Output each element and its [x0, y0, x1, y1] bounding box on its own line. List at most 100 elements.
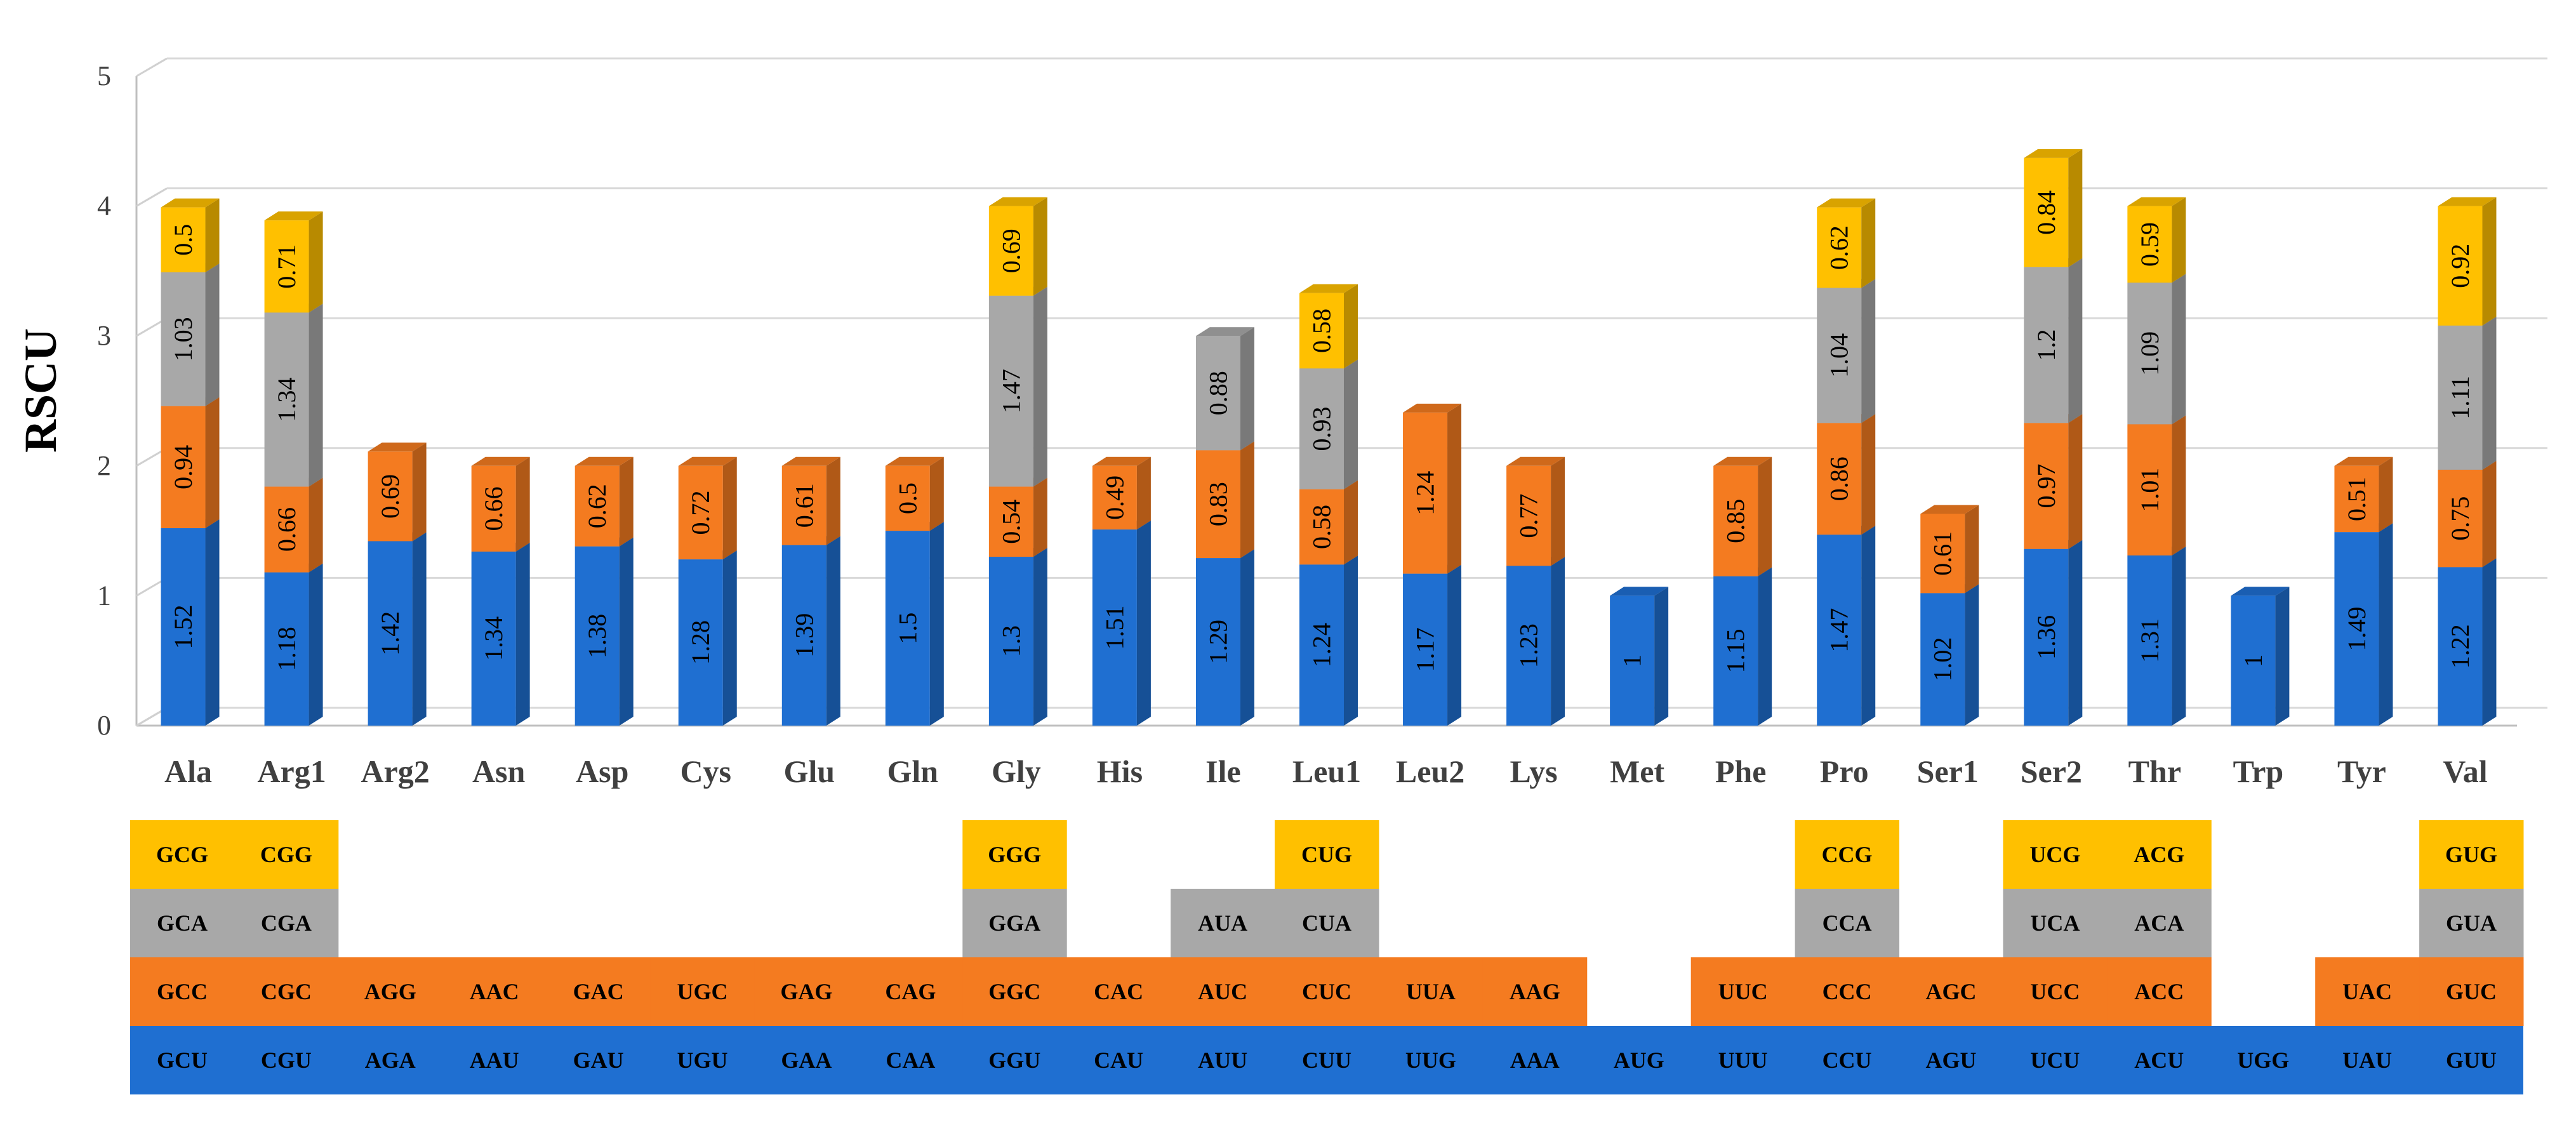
data-label: 1.51	[1100, 606, 1129, 650]
bar-stack-ile: 1.29 0.83 0.88	[1195, 327, 1254, 726]
data-label: 0.58	[1308, 505, 1336, 549]
x-tick-label: Ser2	[2021, 754, 2082, 789]
codon-label: GAG	[780, 979, 832, 1004]
data-label: 0.62	[1825, 225, 1854, 270]
codon-cell: UGG	[2237, 1047, 2289, 1073]
bar-side	[1136, 521, 1151, 726]
codon-label: GUG	[2445, 842, 2497, 867]
codon-cell: AUU	[1198, 1047, 1247, 1073]
codon-cell: CCG	[1795, 820, 1900, 889]
bar-stack-leu2: 1.17 1.24	[1403, 403, 1462, 726]
bar-side	[412, 532, 427, 726]
bar-segment: 0.88	[1195, 327, 1254, 451]
bar-top	[2024, 149, 2083, 158]
bar-side	[1654, 587, 1669, 726]
bar-segment: 1.2	[2024, 258, 2083, 423]
data-label: 0.62	[583, 484, 611, 528]
bar-segment: 1.02	[1920, 584, 1979, 726]
data-label: 1.09	[2135, 331, 2164, 376]
codon-label: GCA	[157, 910, 208, 936]
bar-segment: 0.85	[1713, 456, 1772, 576]
codon-label: GCC	[157, 979, 208, 1004]
bar-front	[2024, 548, 2069, 726]
codon-cell: UCG	[2003, 820, 2108, 889]
y-axis-ticks: 0 1 2 3 4 5	[97, 60, 111, 741]
bar-segment: 0.61	[781, 456, 840, 545]
bar-front	[988, 295, 1033, 487]
codon-label: GUA	[2446, 910, 2497, 936]
codon-cell: ACU	[2134, 1047, 2184, 1073]
x-tick-label: Tyr	[2337, 754, 2386, 789]
bar-segment: 1.24	[1299, 555, 1358, 726]
bar-front	[988, 486, 1033, 557]
bar-side	[722, 550, 737, 726]
codon-label: ACA	[2134, 910, 2184, 936]
codon-label: GGA	[988, 910, 1040, 936]
bar-side	[309, 303, 323, 487]
codon-cell: GUG	[2419, 820, 2524, 889]
codon-cell-bg	[962, 820, 1067, 889]
y-tick-label: 5	[97, 60, 111, 91]
codon-cell-bg	[1899, 957, 2003, 1026]
data-label: 1.17	[1411, 627, 1440, 672]
bar-side	[1551, 456, 1565, 566]
codon-cell: AUC	[1171, 957, 1275, 1026]
x-tick-label: Asn	[472, 754, 526, 789]
bar-segment: 0.61	[1920, 505, 1979, 594]
codon-label: UAU	[2342, 1047, 2392, 1073]
data-label: 0.61	[1929, 531, 1957, 576]
codon-cell-bg	[338, 957, 443, 1026]
bar-top	[161, 198, 220, 208]
codon-cell: GAU	[573, 1047, 624, 1073]
bar-segment: 0.71	[264, 211, 323, 313]
data-label: 0.58	[1308, 309, 1336, 353]
data-label: 1.04	[1825, 333, 1854, 378]
bar-front	[678, 465, 723, 560]
bar-top	[471, 456, 530, 466]
bar-front	[161, 207, 206, 272]
bar-front	[1195, 558, 1240, 726]
data-label: 0.92	[2446, 244, 2474, 288]
bar-side	[515, 542, 530, 726]
bar-front	[2231, 595, 2276, 726]
bar-side	[515, 456, 530, 552]
bar-front	[1713, 465, 1758, 576]
codon-cell-bg	[130, 889, 235, 957]
bar-segment: 1.49	[2334, 523, 2393, 726]
data-label: 1.31	[2135, 618, 2164, 663]
data-label: 1.2	[2032, 329, 2061, 361]
data-label: 0.51	[2342, 477, 2371, 521]
codon-label: AUA	[1198, 910, 1247, 936]
bar-front	[2127, 555, 2172, 726]
data-label: 0.49	[1100, 475, 1129, 520]
y-tick-label: 0	[97, 710, 111, 741]
codon-label: GAC	[573, 979, 624, 1004]
codon-table: GCU GCC GCA GCG CGU CGC CGA CGG AGA AGG AAU AAC GAU G…	[130, 820, 2524, 1094]
bar-side	[1033, 197, 1047, 296]
bar-side	[1240, 441, 1254, 559]
codon-label: GGU	[988, 1047, 1040, 1073]
codon-cell-bg	[1795, 889, 1900, 957]
gridline-diag	[136, 187, 168, 207]
bar-segment: 1.47	[988, 286, 1047, 487]
codon-cell: GCC	[130, 957, 235, 1026]
x-axis-ticks: Ala Arg1 Arg2 Asn Asp Cys Glu Gln Gly His Ile Leu1 L…	[164, 754, 2488, 789]
bar-top	[2334, 456, 2393, 466]
codon-cell: GUC	[2419, 957, 2524, 1026]
data-label: 1.22	[2446, 624, 2474, 668]
data-label: 1.23	[1515, 623, 1543, 668]
bar-front	[885, 465, 930, 531]
bar-side	[1861, 526, 1876, 726]
codon-label: UGG	[2237, 1047, 2289, 1073]
bar-segment: 1.52	[161, 519, 220, 726]
codon-cell-bg	[2419, 820, 2524, 889]
codon-label: AGC	[1925, 979, 1976, 1004]
codon-label: AGG	[364, 979, 416, 1004]
codon-cell: GGC	[962, 957, 1067, 1026]
bar-side	[2482, 316, 2497, 470]
bar-side	[1861, 279, 1876, 423]
bar-side	[2172, 197, 2186, 283]
bar-top	[1299, 284, 1358, 293]
bar-stack-leu1: 1.24 0.58 0.93 0.58	[1299, 284, 1358, 726]
codon-cell: GAA	[781, 1047, 832, 1073]
